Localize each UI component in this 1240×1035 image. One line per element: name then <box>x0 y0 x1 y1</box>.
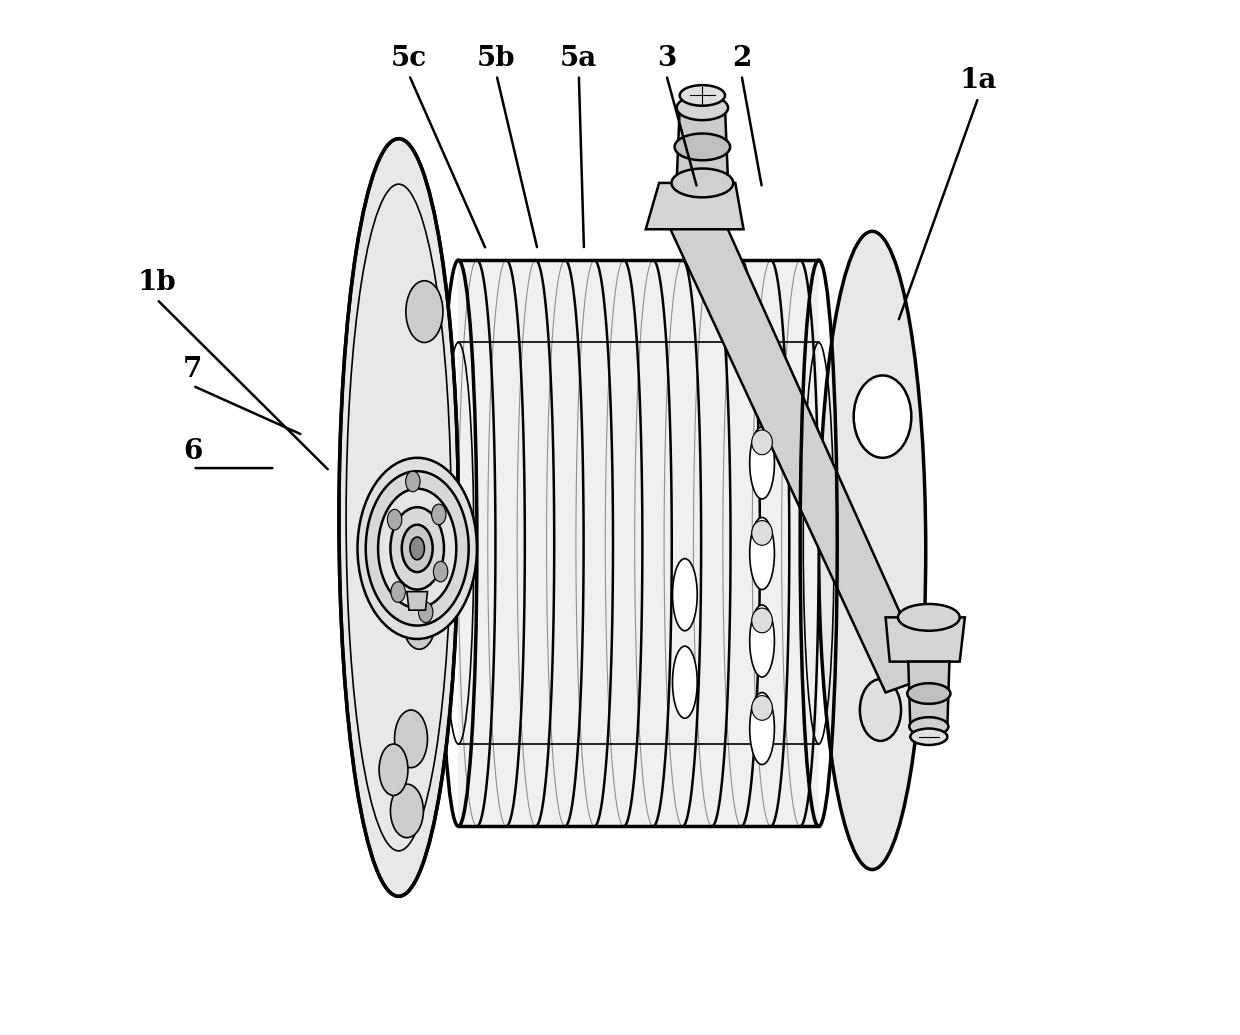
Ellipse shape <box>908 683 950 704</box>
Ellipse shape <box>750 605 775 677</box>
Text: 5c: 5c <box>391 45 427 71</box>
Ellipse shape <box>677 95 728 120</box>
Ellipse shape <box>403 592 435 649</box>
Ellipse shape <box>394 710 428 768</box>
Ellipse shape <box>391 785 423 837</box>
Ellipse shape <box>432 504 446 525</box>
Ellipse shape <box>391 582 405 602</box>
Bar <box>459 260 818 826</box>
Ellipse shape <box>853 376 911 457</box>
Ellipse shape <box>751 609 773 632</box>
Ellipse shape <box>379 744 408 796</box>
Polygon shape <box>908 661 950 727</box>
Ellipse shape <box>859 679 901 741</box>
Ellipse shape <box>751 430 773 454</box>
Text: 2: 2 <box>732 45 751 71</box>
Ellipse shape <box>818 231 926 869</box>
Polygon shape <box>646 183 744 230</box>
Ellipse shape <box>339 139 459 896</box>
Text: 1b: 1b <box>138 269 176 296</box>
Ellipse shape <box>750 692 775 765</box>
Ellipse shape <box>405 280 443 343</box>
Text: 6: 6 <box>184 438 202 465</box>
Text: 3: 3 <box>657 45 676 71</box>
Ellipse shape <box>405 471 420 492</box>
Ellipse shape <box>751 521 773 545</box>
Ellipse shape <box>750 426 775 499</box>
Polygon shape <box>663 214 929 692</box>
Ellipse shape <box>750 518 775 590</box>
Ellipse shape <box>672 169 733 198</box>
Ellipse shape <box>402 525 433 572</box>
Ellipse shape <box>672 646 697 718</box>
Ellipse shape <box>419 602 433 622</box>
Ellipse shape <box>387 509 402 530</box>
Ellipse shape <box>910 729 947 745</box>
Text: 5b: 5b <box>477 45 516 71</box>
Ellipse shape <box>672 559 697 630</box>
Ellipse shape <box>357 457 477 639</box>
Ellipse shape <box>751 696 773 720</box>
Text: 1a: 1a <box>960 67 997 94</box>
Ellipse shape <box>410 537 424 560</box>
Text: 5a: 5a <box>560 45 598 71</box>
Polygon shape <box>677 108 728 183</box>
Ellipse shape <box>366 471 469 625</box>
Ellipse shape <box>675 134 730 160</box>
Polygon shape <box>885 617 965 661</box>
Ellipse shape <box>391 507 444 590</box>
Text: 7: 7 <box>184 356 202 383</box>
Polygon shape <box>407 592 428 611</box>
Ellipse shape <box>898 604 960 630</box>
Ellipse shape <box>909 717 949 736</box>
Ellipse shape <box>680 85 725 106</box>
Ellipse shape <box>378 489 456 609</box>
Ellipse shape <box>434 561 448 582</box>
